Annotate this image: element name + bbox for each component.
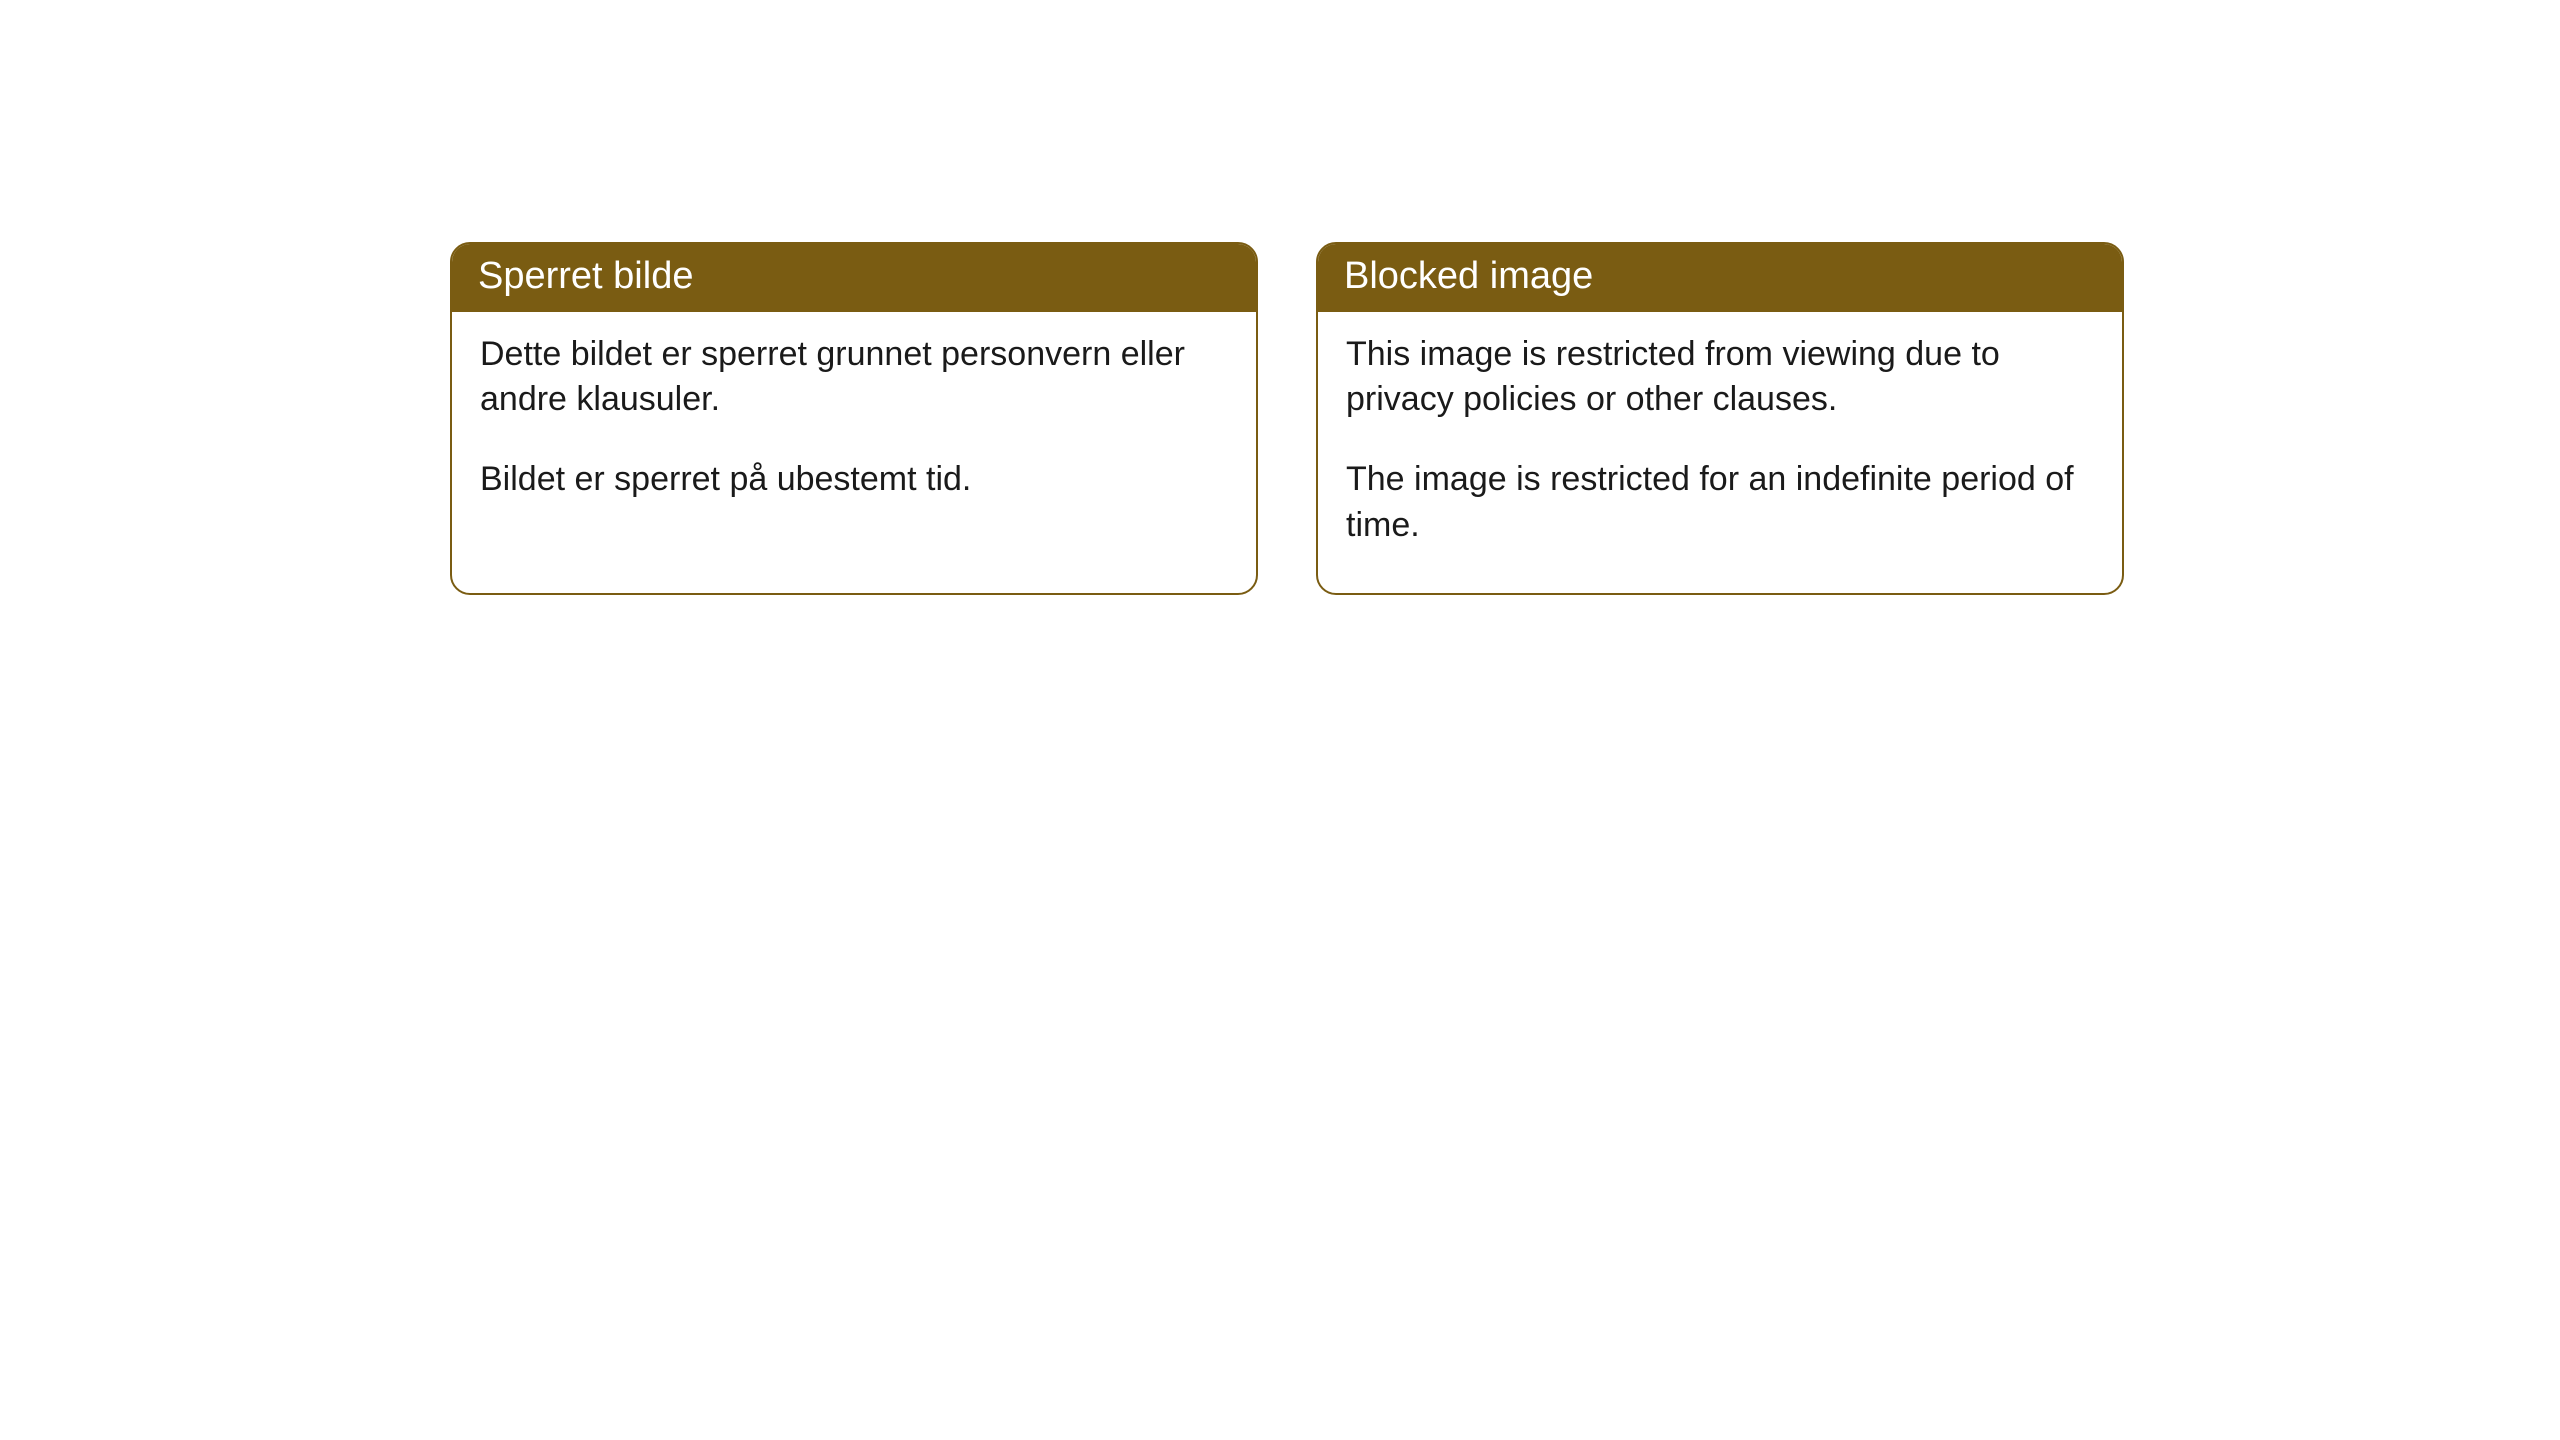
card-paragraph: Bildet er sperret på ubestemt tid. bbox=[480, 457, 1228, 503]
card-body: This image is restricted from viewing du… bbox=[1318, 312, 2122, 594]
notice-container: Sperret bilde Dette bildet er sperret gr… bbox=[0, 0, 2560, 595]
card-header: Sperret bilde bbox=[452, 244, 1256, 312]
card-paragraph: This image is restricted from viewing du… bbox=[1346, 332, 2094, 424]
card-paragraph: Dette bildet er sperret grunnet personve… bbox=[480, 332, 1228, 424]
card-body: Dette bildet er sperret grunnet personve… bbox=[452, 312, 1256, 548]
notice-card-english: Blocked image This image is restricted f… bbox=[1316, 242, 2124, 595]
card-header: Blocked image bbox=[1318, 244, 2122, 312]
card-paragraph: The image is restricted for an indefinit… bbox=[1346, 457, 2094, 549]
notice-card-norwegian: Sperret bilde Dette bildet er sperret gr… bbox=[450, 242, 1258, 595]
